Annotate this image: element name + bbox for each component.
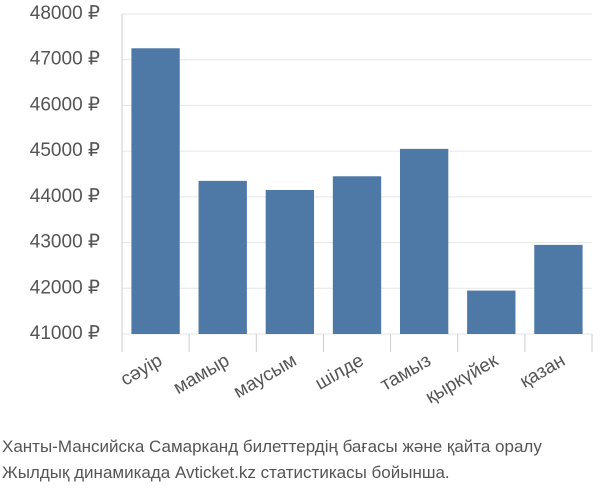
y-tick-label: 41000 ₽ [30, 323, 100, 344]
y-tick-label: 47000 ₽ [30, 49, 100, 70]
y-tick-label: 48000 ₽ [30, 3, 100, 24]
bar [265, 190, 315, 334]
bar [332, 176, 382, 334]
y-tick-label: 44000 ₽ [30, 186, 100, 207]
bar [198, 180, 247, 334]
bar [131, 48, 180, 335]
caption-line: Ханты-Мансийска Самарканд билеттердің ба… [2, 437, 542, 456]
bar [399, 148, 449, 334]
bar [467, 290, 516, 334]
y-tick-label: 43000 ₽ [30, 232, 100, 253]
y-tick-label: 46000 ₽ [30, 94, 100, 115]
x-tick-label: қазан [516, 350, 568, 392]
bar [534, 244, 583, 334]
x-tick-label: қыркүйек [422, 350, 502, 408]
y-tick-label: 45000 ₽ [30, 140, 100, 161]
x-tick-label: мамыр [170, 350, 233, 399]
caption-line: Жылдық динамикада Avticket.kz статистика… [2, 463, 450, 482]
x-tick-label: шілде [312, 350, 368, 394]
x-tick-label: сәуір [117, 350, 166, 390]
x-tick-label: маусым [230, 350, 300, 403]
y-tick-label: 42000 ₽ [30, 277, 100, 298]
